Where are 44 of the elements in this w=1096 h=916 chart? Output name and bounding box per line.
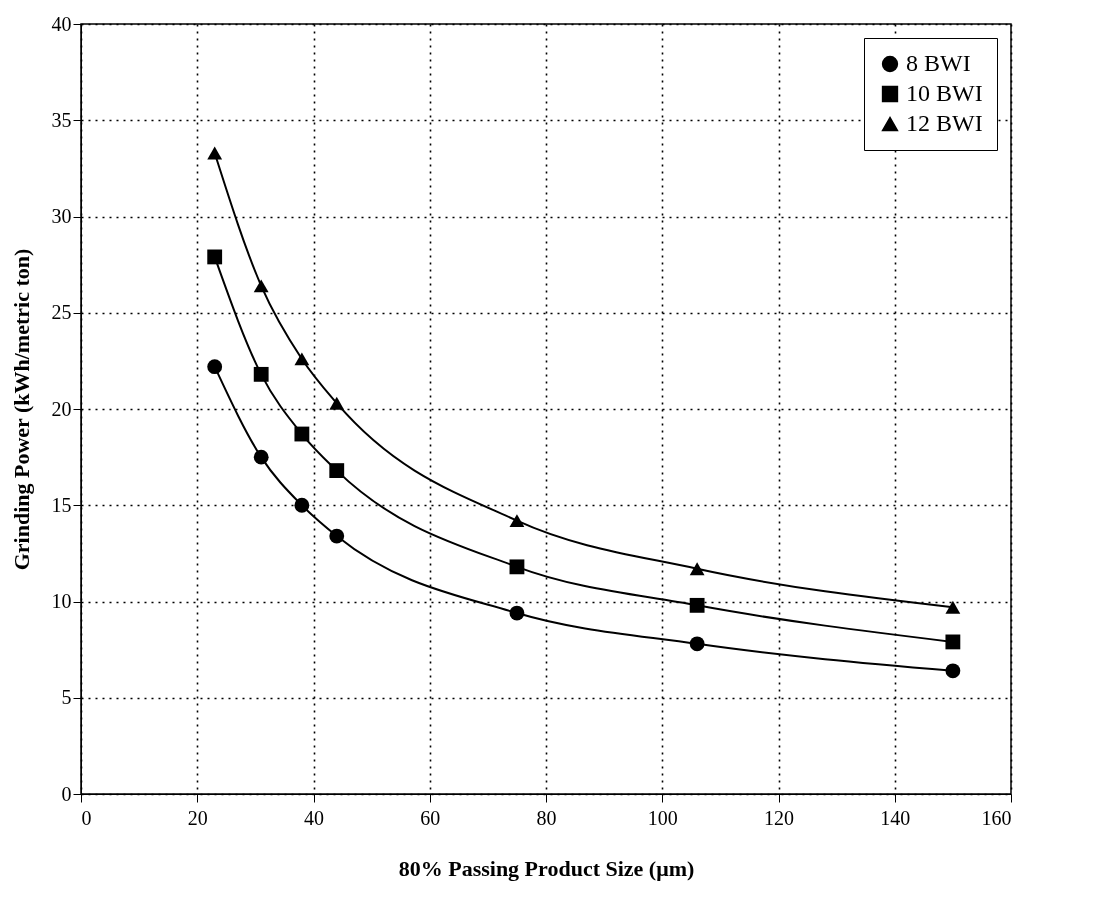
- y-tick-label: 0: [61, 782, 72, 805]
- point: [689, 597, 705, 613]
- y-tick-label: 40: [51, 12, 72, 35]
- point: [689, 636, 705, 652]
- point: [294, 352, 310, 366]
- y-tick-label: 25: [51, 301, 72, 324]
- x-tick-label: 120: [764, 806, 794, 829]
- x-tick-label: 140: [880, 806, 911, 829]
- y-tick-label: 5: [61, 686, 72, 709]
- x-tick-label: 0: [81, 806, 92, 829]
- point: [253, 449, 269, 465]
- legend-label: 8 BWI: [906, 50, 971, 76]
- point: [294, 426, 310, 442]
- x-axis-title: 80% Passing Product Size (μm): [398, 855, 695, 881]
- point: [329, 463, 345, 479]
- y-tick-label: 10: [51, 590, 72, 612]
- point: [509, 514, 525, 528]
- legend-label: 12 BWI: [906, 110, 983, 136]
- x-tick-label: 20: [187, 806, 208, 829]
- y-tick-label: 20: [51, 397, 72, 420]
- x-tick-label: 60: [420, 806, 441, 829]
- x-tick-label: 80: [536, 806, 557, 829]
- point: [509, 605, 525, 621]
- point: [329, 528, 345, 544]
- point: [253, 279, 269, 293]
- point: [207, 359, 223, 375]
- point: [329, 396, 345, 410]
- y-tick-label: 30: [51, 205, 72, 227]
- point: [207, 146, 223, 160]
- point: [253, 366, 269, 382]
- x-tick-label: 160: [981, 806, 1012, 829]
- x-tick-label: 40: [304, 806, 324, 829]
- legend-label: 10 BWI: [906, 80, 983, 106]
- y-tick-label: 15: [51, 493, 72, 516]
- point: [509, 559, 525, 575]
- point: [207, 249, 223, 265]
- point: [294, 497, 310, 513]
- x-tick-label: 100: [647, 806, 678, 829]
- y-axis-title: Grinding Power (kWh/metric ton): [8, 248, 34, 571]
- point: [945, 634, 961, 650]
- y-tick-label: 35: [51, 108, 72, 131]
- point: [689, 562, 705, 576]
- point: [945, 600, 961, 614]
- point: [945, 663, 961, 679]
